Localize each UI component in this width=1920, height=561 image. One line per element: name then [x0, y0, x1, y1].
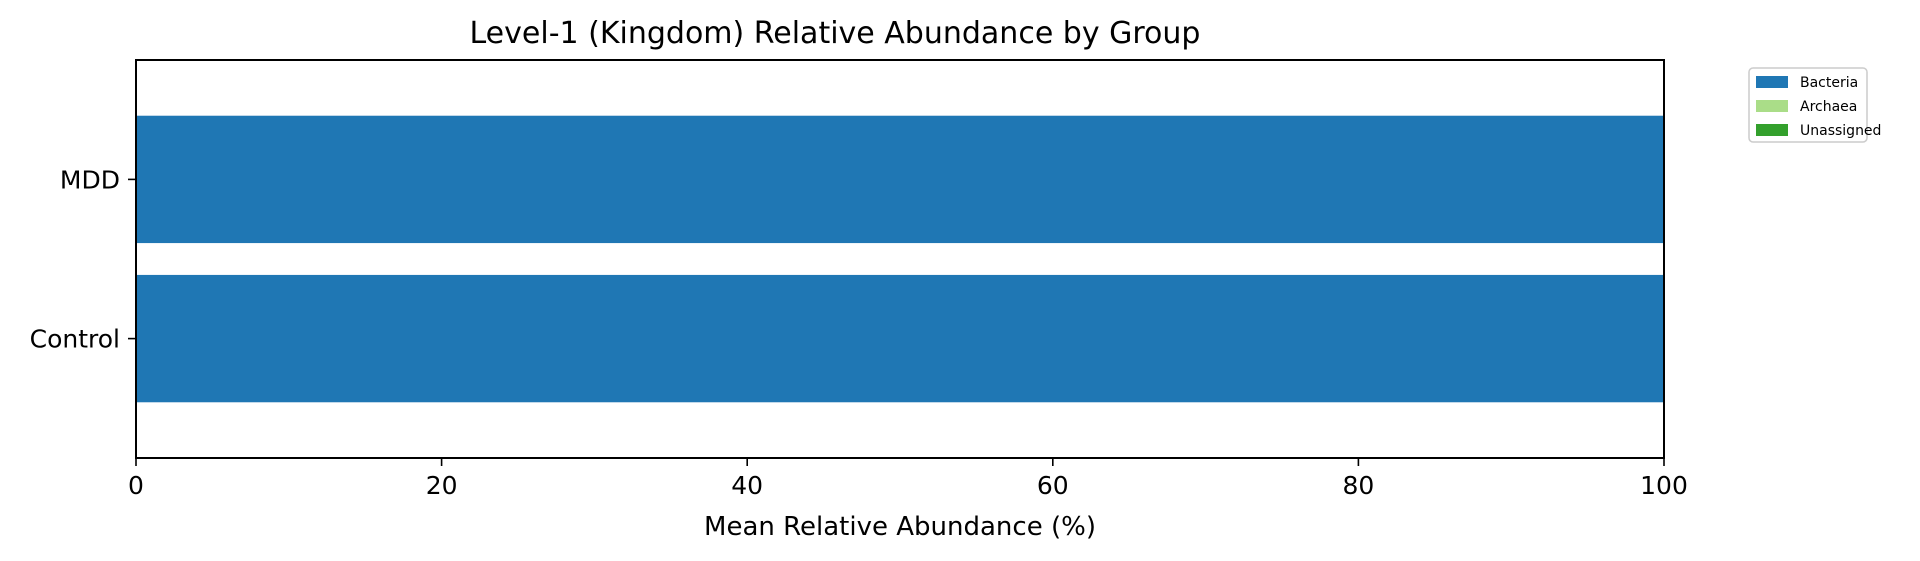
legend-label-unassigned: Unassigned — [1800, 123, 1881, 139]
x-axis: 0 20 40 60 80 100 — [128, 458, 1688, 500]
plot-area — [136, 115, 1664, 403]
x-tick-label: 80 — [1342, 471, 1374, 500]
legend-swatch-archaea — [1756, 100, 1788, 112]
legend-swatch-bacteria — [1756, 76, 1788, 88]
legend-label-bacteria: Bacteria — [1800, 75, 1858, 91]
legend: Bacteria Archaea Unassigned — [1748, 67, 1881, 143]
bar-mdd-bacteria — [136, 115, 1664, 244]
x-tick-label: 40 — [731, 471, 763, 500]
chart-title: Level-1 (Kingdom) Relative Abundance by … — [470, 16, 1201, 51]
legend-swatch-unassigned — [1756, 124, 1788, 136]
y-tick-label: Control — [30, 325, 120, 354]
bar-control-bacteria — [136, 274, 1664, 403]
x-axis-label: Mean Relative Abundance (%) — [704, 512, 1096, 542]
plot-frame — [135, 59, 1665, 459]
y-tick-label: MDD — [60, 165, 120, 194]
x-tick-label: 20 — [426, 471, 458, 500]
x-tick-label: 100 — [1640, 471, 1688, 500]
y-axis: Control MDD — [30, 165, 136, 354]
x-tick-label: 0 — [128, 471, 144, 500]
x-tick-label: 60 — [1037, 471, 1069, 500]
legend-label-archaea: Archaea — [1800, 99, 1857, 115]
